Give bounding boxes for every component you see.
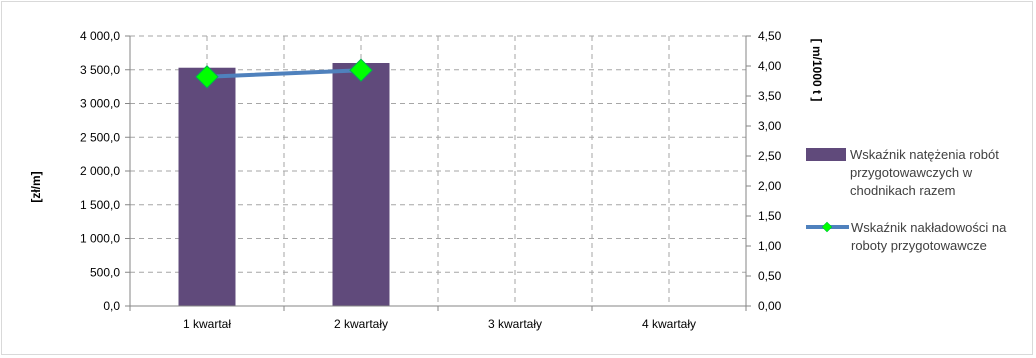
y-tick-label: 500,0 — [90, 265, 120, 279]
y-tick-label: 0,0 — [103, 299, 120, 313]
y2-tick-label: 0,00 — [758, 299, 782, 313]
y-tick-label: 4 000,0 — [80, 29, 120, 43]
y2-tick-label: 2,50 — [758, 149, 782, 163]
y2-tick-label: 2,00 — [758, 179, 782, 193]
y2-tick-label: 1,50 — [758, 209, 782, 223]
tick-labels: 0,0 500,0 1 000,0 1 500,0 2 000,0 2 500,0 3 00… — [80, 29, 782, 331]
y2-tick-label: 3,50 — [758, 89, 782, 103]
y2-tick-label: 4,00 — [758, 59, 782, 73]
line-marker — [349, 58, 373, 82]
legend-swatch-bars — [806, 148, 846, 161]
y-tick-label: 1 000,0 — [80, 232, 120, 246]
line-series — [195, 58, 373, 89]
y2-tick-label: 1,00 — [758, 239, 782, 253]
axes — [125, 35, 751, 311]
bar — [332, 63, 390, 306]
bar — [178, 67, 236, 306]
legend-swatch-marker — [821, 221, 833, 233]
legend-label-bars-3: chodnikach razem — [850, 183, 956, 198]
y-axis-title: [zł/m] — [29, 171, 43, 202]
legend-label-bars-1: Wskaźnik natężenia robót — [850, 147, 999, 162]
y-tick-label: 2 000,0 — [80, 164, 120, 178]
y2-tick-label: 4,50 — [758, 29, 782, 43]
y-tick-label: 1 500,0 — [80, 198, 120, 212]
y-tick-label: 3 000,0 — [80, 97, 120, 111]
line-marker — [195, 65, 219, 89]
y-tick-label: 2 500,0 — [80, 130, 120, 144]
bar-series — [178, 63, 390, 306]
x-tick-label: 1 kwartał — [183, 317, 231, 331]
y2-axis-title: [ m/1000 t ] — [810, 39, 824, 102]
legend: Wskaźnik natężenia robót przygotowawczyc… — [806, 147, 1007, 253]
legend-label-line-2: roboty przygotowawcze — [851, 238, 987, 253]
y-tick-label: 3 500,0 — [80, 63, 120, 77]
series-line — [205, 68, 363, 79]
x-tick-label: 4 kwartały — [642, 317, 696, 331]
legend-label-bars-2: przygotowawczych w — [850, 165, 973, 180]
x-tick-label: 2 kwartały — [334, 317, 388, 331]
y2-tick-label: 0,50 — [758, 269, 782, 283]
legend-label-line-1: Wskaźnik nakładowości na — [851, 220, 1007, 235]
x-tick-label: 3 kwartały — [488, 317, 542, 331]
y2-tick-label: 3,00 — [758, 119, 782, 133]
